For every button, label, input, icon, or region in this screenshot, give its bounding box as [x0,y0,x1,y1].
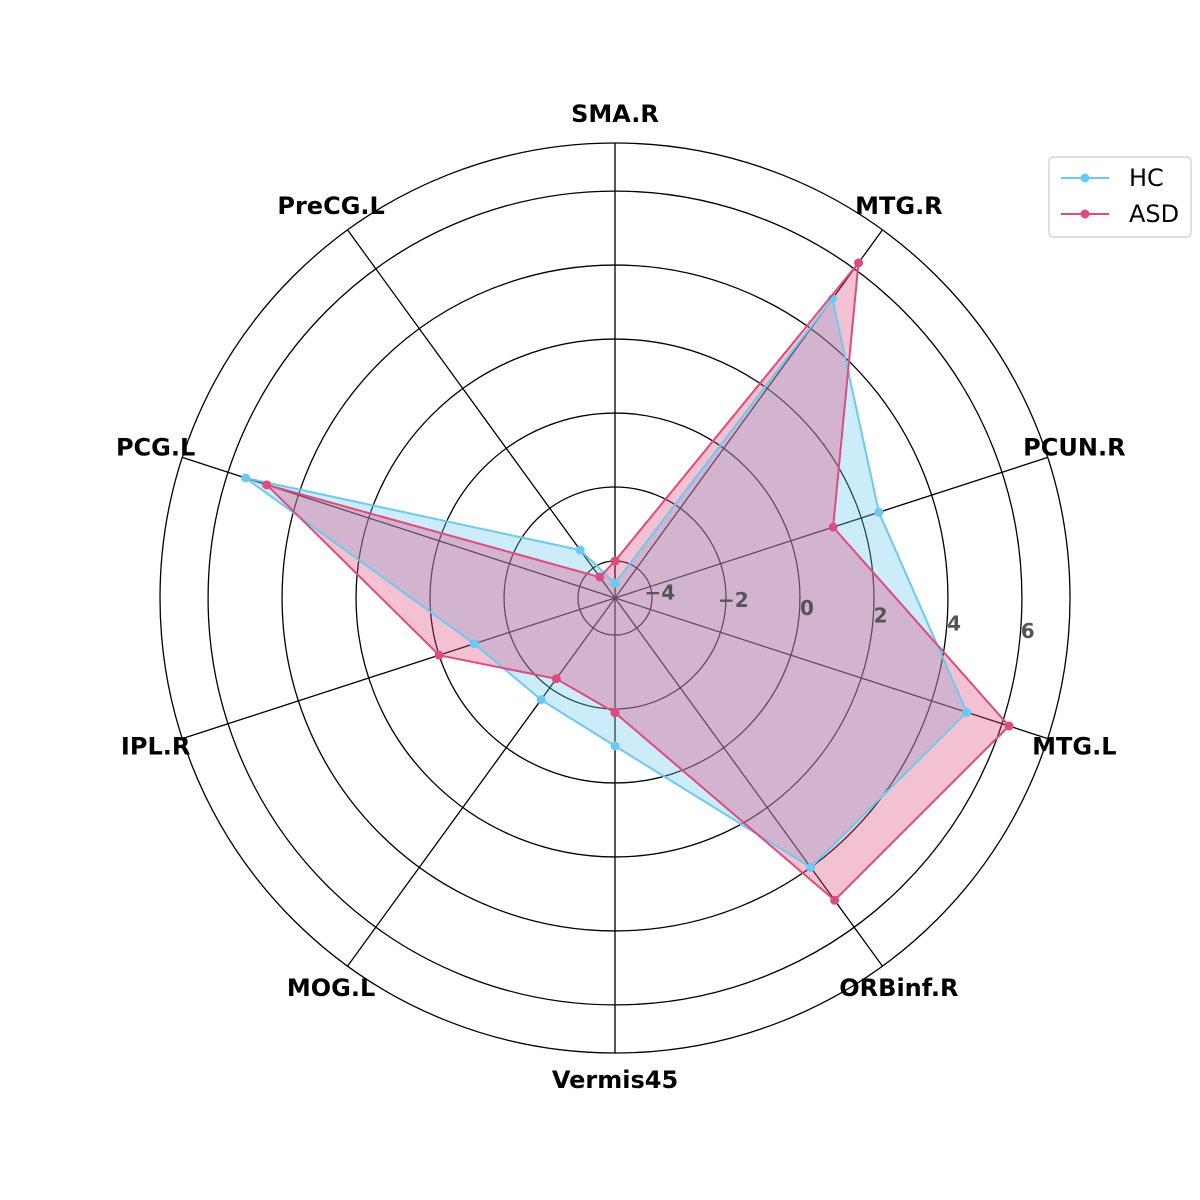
radial-tick-label: −4 [644,580,675,604]
legend-label-HC: HC [1129,164,1164,192]
point-ASD-PCG.L [262,480,272,490]
radar-series [241,258,1014,905]
category-label-MTG.L: MTG.L [1032,732,1116,760]
category-label-PCG.L: PCG.L [116,434,195,462]
radial-tick-label: −2 [718,588,749,612]
category-label-IPL.R: IPL.R [121,732,190,760]
spoke-9 [347,229,616,599]
radial-tick-label: 0 [800,596,814,620]
category-label-PreCG.L: PreCG.L [277,192,384,220]
point-ASD-MOG.L [551,674,561,684]
point-ASD-PCUN.R [828,522,838,532]
category-label-Vermis45: Vermis45 [552,1066,678,1094]
radial-tick-label: 4 [947,611,961,635]
category-label-MTG.R: MTG.R [855,192,943,220]
point-HC-IPL.R [469,639,479,649]
legend-label-ASD: ASD [1129,200,1179,228]
series-fill-ASD [266,262,1009,901]
legend-marker-HC [1080,173,1090,183]
point-HC-PCUN.R [874,507,884,517]
category-label-ORBinf.R: ORBinf.R [839,974,958,1002]
point-ASD-MTG.L [1004,721,1014,731]
radial-tick-labels: −4 −2 0 2 4 6 [644,580,1034,643]
point-HC-Vermis45 [610,741,620,751]
category-label-PCUN.R: PCUN.R [1023,434,1125,462]
point-HC-SMA.R [610,578,620,588]
radar-grid [159,142,1071,1054]
series-fill-HC [245,298,967,868]
radial-tick-label: 6 [1021,619,1035,643]
spoke-7 [182,597,616,740]
spoke-3 [614,597,1048,740]
category-label-MOG.L: MOG.L [287,974,375,1002]
legend: HC ASD [1048,156,1192,238]
point-ASD-MTG.R [854,258,864,268]
spoke-6 [347,597,616,967]
point-HC-PCG.L [241,473,251,483]
point-ASD-ORBinf.R [830,895,840,905]
point-HC-PreCG.L [575,545,585,555]
spoke-4 [614,597,883,967]
spoke-1 [614,229,883,599]
point-HC-MOG.L [536,695,546,705]
category-label-SMA.R: SMA.R [571,100,659,128]
legend-marker-ASD [1080,209,1090,219]
point-ASD-IPL.R [434,650,444,660]
category-labels: SMA.R MTG.R PCUN.R MTG.L ORBinf.R Vermis45 MOG… [116,100,1126,1094]
point-ASD-SMA.R [610,556,620,566]
point-HC-MTG.L [962,707,972,717]
point-HC-ORBinf.R [806,862,816,872]
radial-tick-label: 2 [874,604,888,628]
point-ASD-Vermis45 [610,708,620,718]
point-ASD-PreCG.L [595,572,605,582]
